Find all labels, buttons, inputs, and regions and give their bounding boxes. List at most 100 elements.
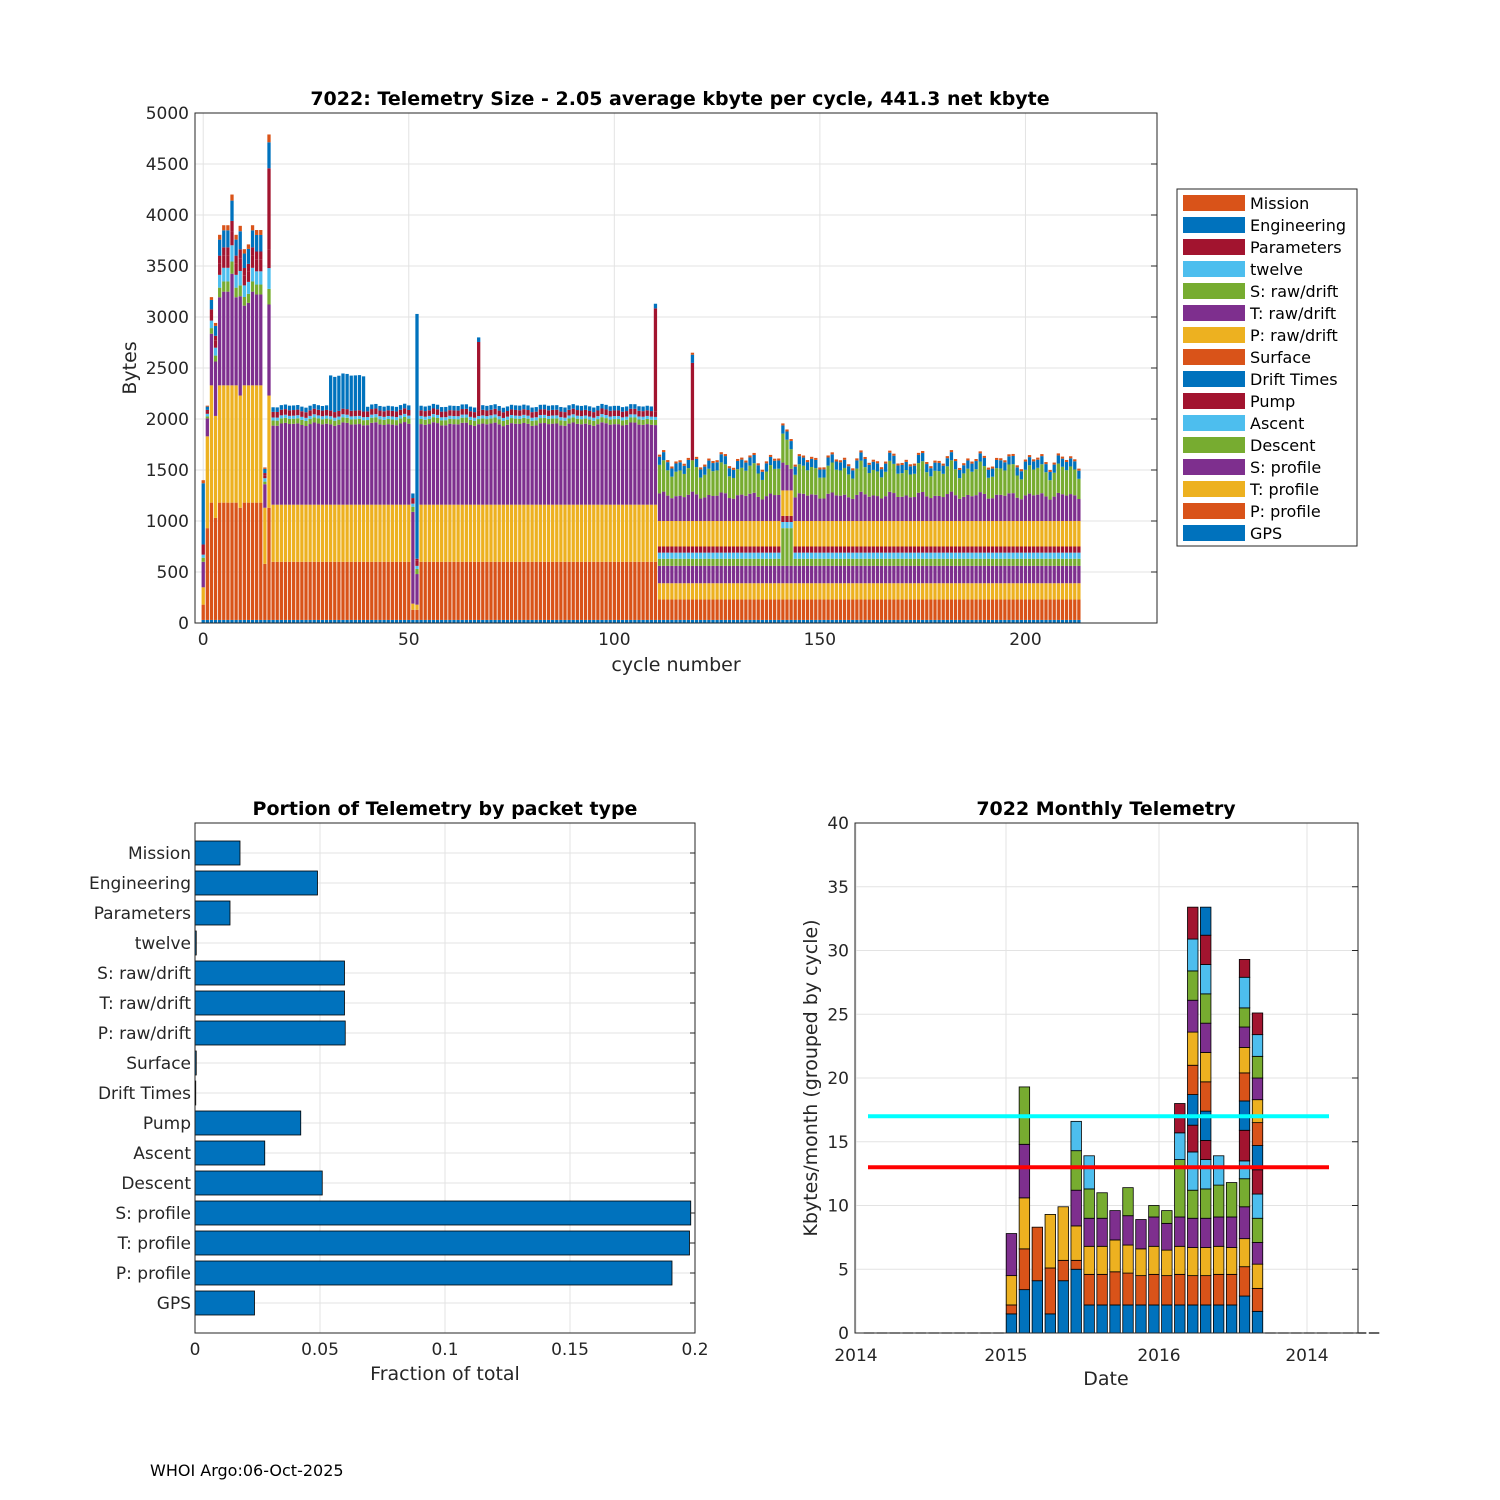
top-bar-segment: [530, 425, 534, 505]
month-bar-segment: [1018, 1143, 1031, 1199]
top-bar-segment: [678, 552, 682, 559]
top-bar-segment: [283, 409, 288, 415]
top-bar-segment: [777, 460, 781, 469]
top-bar-segment: [892, 455, 896, 464]
top-bar-segment: [481, 619, 485, 623]
top-bar-segment: [596, 561, 600, 620]
top-bar-segment: [937, 471, 941, 496]
top-bar-segment: [629, 417, 633, 423]
top-bar-segment: [1003, 583, 1007, 600]
top-bar-segment: [477, 341, 481, 411]
top-bar-segment: [797, 454, 801, 457]
top-bar-segment: [719, 619, 723, 623]
top-bar-segment: [904, 495, 908, 521]
top-bar-segment: [789, 528, 793, 566]
top-bar-segment: [555, 418, 559, 424]
top-bar-segment: [686, 599, 690, 620]
top-bar-segment: [847, 552, 851, 559]
top-bar-segment: [497, 410, 501, 417]
top-bar-segment: [715, 546, 719, 553]
top-bar-segment: [1003, 460, 1007, 463]
top-bar-segment: [633, 404, 637, 409]
top-bar-segment: [752, 546, 756, 553]
month-bar-segment: [1148, 1245, 1160, 1275]
top-bar-segment: [686, 565, 690, 584]
top-bar-segment: [727, 498, 732, 521]
top-bar-segment: [666, 619, 670, 623]
top-bar-segment: [962, 521, 966, 547]
top-bar-segment: [740, 599, 744, 620]
top-bar-segment: [1060, 466, 1065, 495]
top-bar-segment: [353, 410, 357, 417]
top-bar-segment: [974, 469, 978, 496]
top-bar-segment: [345, 409, 349, 415]
top-bar-segment: [682, 565, 686, 584]
top-bar-segment: [896, 619, 900, 623]
top-bar-segment: [1048, 521, 1052, 547]
top-bar-segment: [518, 423, 522, 505]
top-bar-segment: [415, 565, 419, 569]
top-bar-segment: [320, 619, 325, 623]
legend-swatch: [1183, 217, 1245, 233]
top-bar-segment: [900, 558, 904, 566]
top-bar-segment: [995, 468, 999, 495]
top-bar-segment: [592, 412, 596, 418]
hbar-ticks: 0 0.05 0.1 0.15 0.2MissionEngineeringParamet…: [89, 844, 709, 1360]
top-bar-segment: [226, 281, 230, 292]
top-bar-segment: [999, 558, 1003, 566]
top-bar-segment: [953, 461, 958, 470]
top-bar-segment: [744, 552, 748, 559]
top-bar-segment: [312, 414, 316, 418]
top-bar-segment: [707, 458, 711, 461]
top-bar-segment: [440, 420, 444, 426]
top-bar-segment: [966, 468, 970, 495]
top-bar-segment: [855, 458, 859, 461]
hbar-category-label: Drift Times: [98, 1084, 191, 1104]
top-bar-segment: [509, 619, 514, 623]
top-bar-segment: [756, 546, 760, 553]
top-bar-segment: [1056, 546, 1060, 553]
top-bar-segment: [678, 619, 682, 623]
top-bar-segment: [888, 565, 892, 584]
top-bar-segment: [871, 459, 875, 462]
top-bar-segment: [740, 619, 744, 623]
top-bar-segment: [703, 474, 707, 498]
top-bar-segment: [781, 565, 785, 584]
top-bar-segment: [218, 255, 222, 264]
top-bar-segment: [608, 416, 612, 420]
top-bar-segment: [978, 583, 982, 600]
top-bar-segment: [534, 425, 538, 505]
top-bar-segment: [530, 420, 534, 426]
top-bar-segment: [756, 463, 760, 466]
top-bar-segment: [382, 561, 386, 620]
top-bar-segment: [633, 417, 637, 423]
top-bar-segment: [662, 460, 666, 492]
top-bar-segment: [1023, 552, 1028, 559]
top-bar-segment: [925, 565, 929, 584]
top-bar-segment: [374, 504, 378, 562]
top-bar-segment: [1073, 521, 1077, 547]
top-bar-segment: [456, 410, 460, 417]
top-bar-segment: [353, 416, 357, 420]
top-bar-segment: [271, 425, 275, 505]
top-bar-segment: [908, 464, 912, 467]
top-bar-segment: [830, 552, 834, 559]
top-bar-segment: [826, 493, 830, 521]
top-bar-segment: [703, 466, 707, 475]
top-bar-segment: [259, 271, 263, 285]
top-bar-segment: [703, 565, 707, 584]
top-bar-segment: [822, 498, 826, 521]
top-bar-segment: [296, 561, 300, 620]
top-bar-segment: [1023, 558, 1028, 566]
top-bar-segment: [826, 552, 830, 559]
top-bar-segment: [234, 502, 238, 620]
top-bar-segment: [596, 419, 600, 425]
top-bar-segment: [859, 521, 863, 547]
top-bar-segment: [768, 599, 773, 620]
top-bar-segment: [209, 297, 214, 300]
top-bar-segment: [690, 546, 695, 553]
top-bar-segment: [1015, 565, 1019, 584]
top-bar-segment: [694, 552, 699, 559]
footer-label: WHOI Argo:06-Oct-2025: [150, 1461, 344, 1480]
top-bar-segment: [477, 619, 481, 623]
